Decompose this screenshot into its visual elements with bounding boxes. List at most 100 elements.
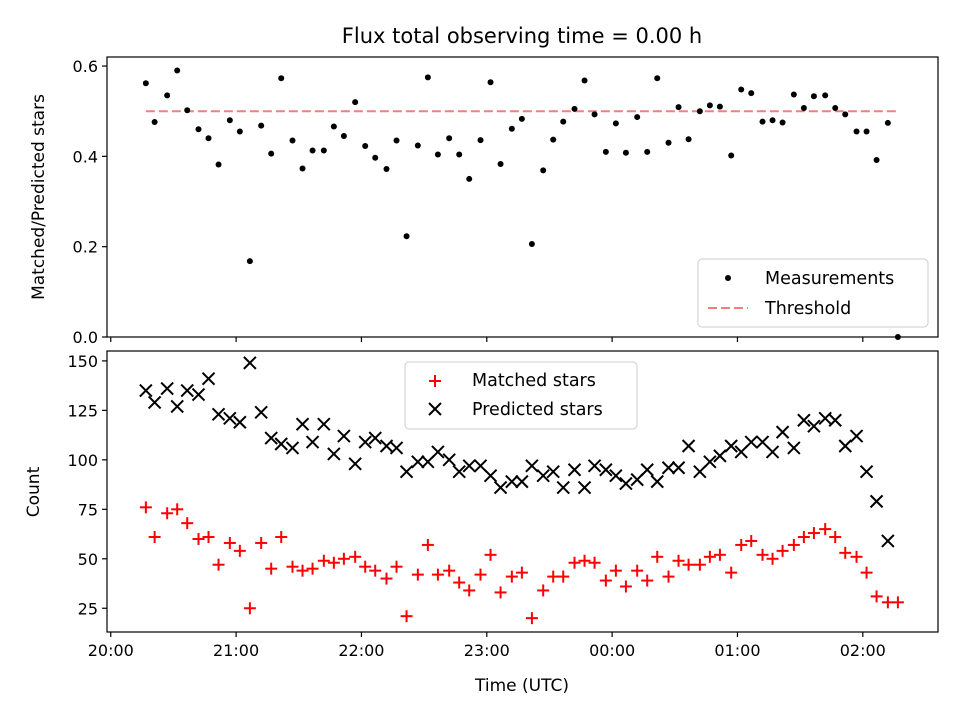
matched-star-point [735, 538, 748, 551]
matched-star-point [797, 531, 810, 544]
measurement-point [622, 149, 629, 156]
measurement-point [299, 165, 306, 172]
matched-star-point [631, 564, 644, 577]
measurement-point [884, 119, 891, 126]
predicted-star-point [881, 534, 895, 548]
measurement-point [403, 233, 410, 240]
matched-star-point [369, 564, 382, 577]
bottom-y-axis-label: Count [24, 466, 44, 517]
matched-star-point [148, 531, 161, 544]
measurement-point [424, 74, 431, 81]
measurement-point [330, 123, 337, 130]
predicted-star-point [849, 429, 864, 443]
chart-title: Flux total observing time = 0.00 h [342, 24, 702, 48]
matched-star-point [359, 560, 372, 573]
predicted-star-point [160, 381, 174, 396]
legend-predicted-marker [428, 402, 442, 416]
measurement-point [728, 152, 735, 159]
predicted-star-point [515, 474, 529, 489]
matched-star-point [599, 574, 612, 587]
matched-star-point [380, 572, 393, 585]
measurement-point [434, 151, 441, 158]
measurement-point [665, 139, 672, 146]
measurement-point [383, 166, 390, 172]
predicted-star-point [818, 411, 832, 425]
matched-star-point [463, 584, 476, 597]
measurement-point [487, 79, 494, 86]
x-tick-label: 00:00 [589, 641, 635, 660]
measurement-point [634, 114, 641, 121]
measurement-point [696, 108, 703, 115]
matched-star-point [609, 564, 622, 577]
matched-star-point [766, 552, 779, 565]
measurement-point [779, 119, 786, 126]
matched-star-point [641, 574, 654, 587]
predicted-star-point [744, 435, 758, 449]
measurement-point [174, 67, 181, 74]
predicted-star-point [317, 417, 331, 431]
measurement-point [226, 117, 233, 124]
matched-star-point [776, 544, 789, 557]
matched-star-point [693, 558, 706, 571]
predicted-star-point [223, 411, 237, 425]
top-y-ticks: 0.0 0.2 0.4 0.6 [73, 57, 107, 347]
predicted-star-point [233, 415, 247, 429]
measurement-point [278, 75, 285, 82]
matched-star-point [703, 550, 716, 563]
matched-star-point [400, 610, 413, 623]
matched-star-point [265, 562, 278, 575]
measurement-point [540, 167, 547, 174]
predicted-star-point [869, 494, 884, 509]
bottom-legend-box [404, 361, 638, 430]
measurement-point [151, 119, 158, 126]
bottom-y-tick-label: 25 [78, 599, 98, 618]
measurement-points [142, 67, 901, 340]
matched-star-point [171, 503, 184, 516]
legend-threshold-label: Threshold [764, 299, 851, 319]
measurement-point [675, 104, 682, 111]
predicted-star-point [211, 407, 226, 422]
matched-star-point [286, 560, 299, 573]
measurement-point [832, 105, 839, 112]
measurement-point [184, 107, 191, 114]
matched-star-point [525, 612, 538, 625]
measurement-point [340, 133, 347, 140]
measurement-point [205, 135, 212, 142]
predicted-star-point [452, 465, 466, 479]
measurement-point [800, 105, 807, 112]
predicted-star-point [327, 447, 341, 461]
x-tick-label: 20:00 [88, 641, 134, 660]
predicted-star-point [411, 455, 425, 469]
count-points [139, 356, 904, 625]
matched-star-point [682, 558, 695, 571]
matched-star-point [212, 558, 225, 571]
matched-star-point [588, 556, 601, 569]
predicted-star-point [567, 463, 582, 477]
matched-star-point [787, 538, 800, 551]
predicted-star-point [724, 439, 738, 453]
measurement-point [560, 118, 567, 125]
bottom-y-tick-label: 150 [67, 352, 98, 371]
matched-star-point [223, 536, 236, 549]
matched-star-point [327, 556, 340, 569]
top-panel: Flux total observing time = 0.00 h 0.00.… [29, 24, 939, 347]
top-y-tick-label: 0.4 [73, 147, 98, 166]
measurement-point [602, 148, 609, 155]
matched-star-point [568, 556, 581, 569]
measurement-point [581, 77, 588, 84]
matched-star-point [860, 566, 873, 579]
measurement-point [164, 92, 171, 99]
matched-star-point [651, 550, 664, 563]
predicted-star-point [295, 417, 310, 431]
measurement-point [591, 111, 598, 118]
matched-star-point [537, 584, 550, 597]
bottom-y-ticks: 25 50 75 100 125 150 [67, 352, 107, 618]
measurement-point [759, 118, 766, 125]
predicted-star-point [379, 439, 394, 453]
matched-star-point [411, 568, 424, 581]
matched-star-point [870, 590, 883, 603]
matched-star-point [421, 538, 434, 551]
matched-star-point [578, 554, 591, 567]
predicted-star-point [170, 399, 184, 414]
predicted-star-point [201, 371, 216, 386]
